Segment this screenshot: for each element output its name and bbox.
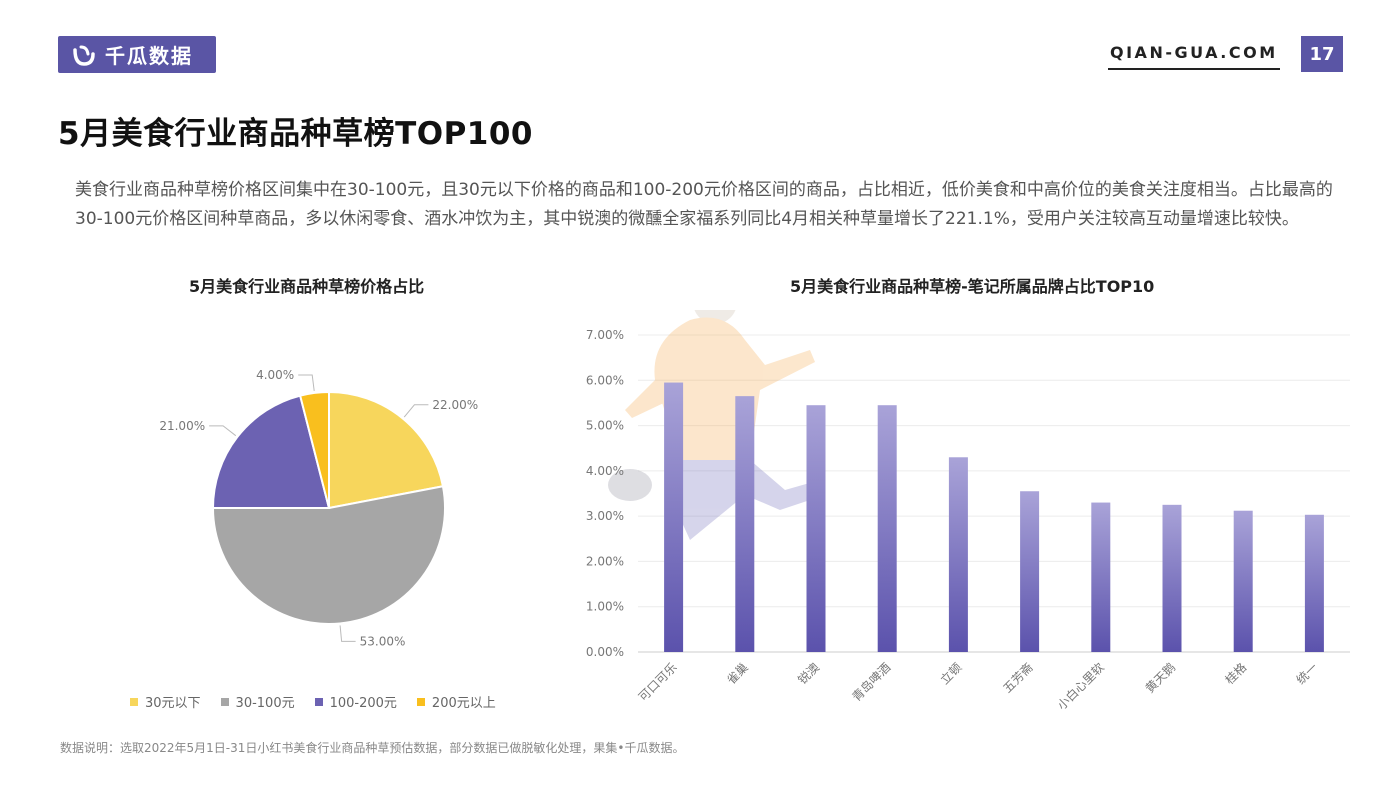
site-underline [1108, 68, 1280, 70]
legend-item[interactable]: 100-200元 [314, 692, 397, 711]
bar[interactable] [735, 396, 755, 652]
pie-label-leader [298, 374, 315, 391]
legend-label: 30-100元 [235, 696, 295, 711]
qiangua-logo-icon [73, 45, 95, 66]
x-tick-label: 青岛啤酒 [849, 660, 894, 705]
legend-label: 100-200元 [329, 696, 397, 711]
site-url: QIAN-GUA.COM [1110, 43, 1278, 62]
x-tick-label: 小白心里软 [1054, 660, 1107, 713]
pie-label-leader [403, 404, 429, 418]
legend-swatch [130, 697, 138, 706]
y-tick-label: 4.00% [586, 464, 624, 478]
pie-label-leader [209, 425, 237, 437]
description-text: 美食行业商品种草榜价格区间集中在30-100元，且30元以下价格的商品和100-… [75, 180, 1333, 229]
pie-data-label: 21.00% [159, 419, 205, 433]
brand-logo: 千瓜数据 [58, 36, 216, 73]
bar[interactable] [1304, 514, 1324, 652]
page-title: 5月美食行业商品种草榜TOP100 [58, 116, 533, 152]
pie-slice[interactable] [211, 485, 446, 625]
bar-chart: 0.00% 1.00% 2.00% 3.00% 4.00% 5.00% 6.00% 7.00%… [586, 310, 1350, 713]
x-tick-label: 可口可乐 [636, 660, 680, 704]
pie-chart-title: 5月美食行业商品种草榜价格占比 [189, 277, 425, 296]
pie-data-label: 53.00% [360, 634, 406, 648]
pie-data-label: 4.00% [256, 368, 294, 382]
x-tick-label: 立顿 [937, 660, 965, 688]
legend-label: 30元以下 [145, 696, 201, 711]
legend-swatch [416, 697, 425, 706]
y-tick-label: 3.00% [586, 509, 624, 523]
y-tick-label: 1.00% [586, 600, 624, 614]
y-tick-label: 7.00% [586, 328, 624, 342]
y-tick-label: 2.00% [586, 554, 624, 568]
footnote: 数据说明：选取2022年5月1日-31日小红书美食行业商品种草预估数据，部分数据… [60, 741, 685, 755]
x-tick-label: 统一 [1294, 660, 1321, 687]
y-tick-label: 6.00% [586, 373, 624, 387]
pie-chart: 22.00% 53.00% 21.00% 4.00% [159, 368, 478, 648]
bar[interactable] [1091, 502, 1111, 652]
x-tick-label: 桂格 [1222, 660, 1250, 688]
bar[interactable] [1162, 504, 1182, 652]
bar[interactable] [1233, 510, 1253, 652]
bar-chart-title: 5月美食行业商品种草榜-笔记所属品牌占比TOP10 [790, 277, 1155, 296]
x-tick-label: 五芳斋 [1000, 660, 1036, 696]
x-tick-label: 锐澳 [795, 660, 822, 687]
x-tick-label: 雀巢 [724, 660, 751, 687]
legend-item[interactable]: 200元以上 [416, 692, 496, 711]
legend-item[interactable]: 30-100元 [220, 692, 295, 711]
pie-slice[interactable] [298, 390, 330, 509]
legend-swatch [220, 697, 229, 706]
bar[interactable] [948, 457, 968, 652]
bar[interactable] [1020, 491, 1040, 652]
x-tick-label: 黄天鹅 [1143, 660, 1178, 695]
pie-data-label: 22.00% [432, 398, 478, 412]
pie-slice[interactable] [328, 390, 445, 510]
legend-swatch [314, 697, 323, 706]
legend-item[interactable]: 30元以下 [130, 692, 201, 711]
legend-label: 200元以上 [431, 696, 496, 711]
pie-slice[interactable] [211, 394, 331, 509]
pie-label-leader [339, 625, 356, 642]
page-number: 17 [1301, 36, 1343, 72]
bar[interactable] [664, 382, 684, 652]
y-tick-label: 0.00% [586, 645, 624, 659]
bar[interactable] [806, 405, 826, 652]
logo-text: 千瓜数据 [105, 44, 193, 68]
bar[interactable] [877, 405, 897, 652]
pie-legend: 30元以下 30-100元 100-200元 200元以上 [130, 692, 516, 711]
y-tick-label: 5.00% [586, 419, 624, 433]
running-person-illustration [608, 310, 825, 540]
